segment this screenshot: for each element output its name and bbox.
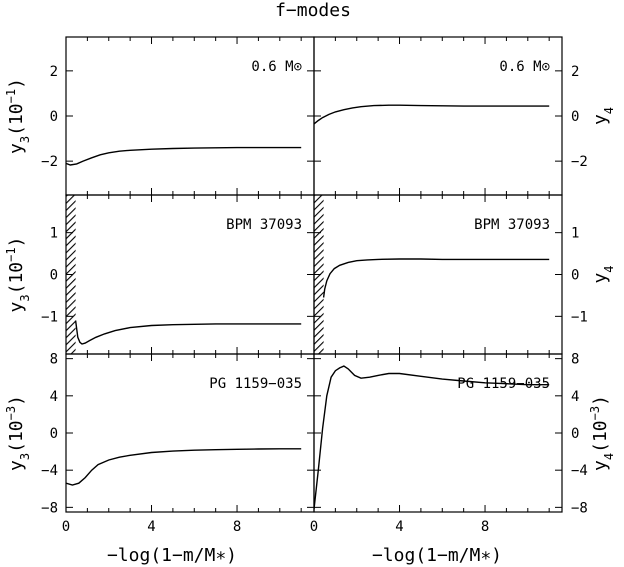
panel-label: PG 1159−035 bbox=[209, 376, 302, 392]
y-tick-label: −2 bbox=[571, 154, 588, 170]
y-tick-label: −8 bbox=[571, 500, 588, 516]
x-tick-label: 4 bbox=[395, 519, 403, 535]
y-tick-label: 4 bbox=[571, 389, 579, 405]
y-tick-label: 0 bbox=[571, 268, 579, 284]
y-tick-label: 0 bbox=[50, 426, 58, 442]
y-tick-label: −4 bbox=[571, 463, 588, 479]
x-tick-label: 0 bbox=[310, 519, 318, 535]
y-axis-label: y4 bbox=[590, 107, 616, 125]
panel-5: −8 −4 0 4 8 0 4 8 PG 1159−035 y3(10−3) bbox=[4, 352, 315, 535]
x-tick-label: 4 bbox=[147, 519, 155, 535]
x-tick-label: 8 bbox=[233, 519, 241, 535]
data-line bbox=[74, 320, 302, 345]
data-line bbox=[66, 146, 302, 166]
y-axis-label: y4(10−3) bbox=[588, 395, 616, 471]
panel-6: −8 −4 0 4 8 0 4 8 PG 1159−035 y4(10−3) bbox=[310, 352, 616, 535]
y-tick-label: −8 bbox=[41, 500, 58, 516]
y-tick-label: −2 bbox=[41, 154, 58, 170]
y-tick-label: 0 bbox=[50, 109, 58, 125]
y-axis-label: y4 bbox=[590, 265, 616, 283]
data-line bbox=[322, 258, 550, 298]
figure-title: f−modes bbox=[275, 0, 351, 21]
panel-label: BPM 37093 bbox=[474, 217, 550, 233]
panel-4: −1 0 1 BPM 37093 y4 bbox=[313, 194, 616, 355]
y-axis-label: y3(10−3) bbox=[4, 395, 32, 471]
panel-label: 0.6 M⊙ bbox=[499, 59, 550, 75]
y-tick-label: −4 bbox=[41, 463, 58, 479]
y-tick-label: 0 bbox=[571, 426, 579, 442]
y-tick-label: 2 bbox=[50, 64, 58, 80]
panel-3: −1 0 1 BPM 37093 y3(10−1) bbox=[4, 194, 315, 355]
data-line bbox=[66, 448, 302, 486]
x-axis-label-left: −log(1−m/M∗) bbox=[107, 545, 237, 566]
y-tick-label: 8 bbox=[571, 352, 579, 368]
y-tick-label: 0 bbox=[50, 268, 58, 284]
panel-label: 0.6 M⊙ bbox=[251, 59, 302, 75]
x-axis-label-right: −log(1−m/M∗) bbox=[372, 545, 502, 566]
y-axis-label: y3(10−1) bbox=[4, 237, 32, 313]
y-tick-label: 8 bbox=[50, 352, 58, 368]
panel-2: −2 0 2 0.6 M⊙ y4 bbox=[313, 36, 616, 196]
y-tick-label: 0 bbox=[571, 109, 579, 125]
y-tick-label: −1 bbox=[41, 309, 58, 325]
y-tick-label: 2 bbox=[571, 64, 579, 80]
panel-label: PG 1159−035 bbox=[457, 376, 550, 392]
data-line bbox=[314, 104, 550, 125]
panel-1: −2 0 2 0.6 M⊙ y3(10−1) bbox=[4, 36, 315, 196]
x-tick-label: 0 bbox=[62, 519, 70, 535]
y-axis-label: y3(10−1) bbox=[4, 78, 32, 154]
x-tick-label: 8 bbox=[481, 519, 489, 535]
y-tick-label: 1 bbox=[571, 226, 579, 242]
panel-label: BPM 37093 bbox=[226, 217, 302, 233]
y-tick-label: −1 bbox=[571, 309, 588, 325]
data-line bbox=[314, 365, 550, 510]
y-tick-label: 1 bbox=[50, 226, 58, 242]
y-tick-label: 4 bbox=[50, 389, 58, 405]
